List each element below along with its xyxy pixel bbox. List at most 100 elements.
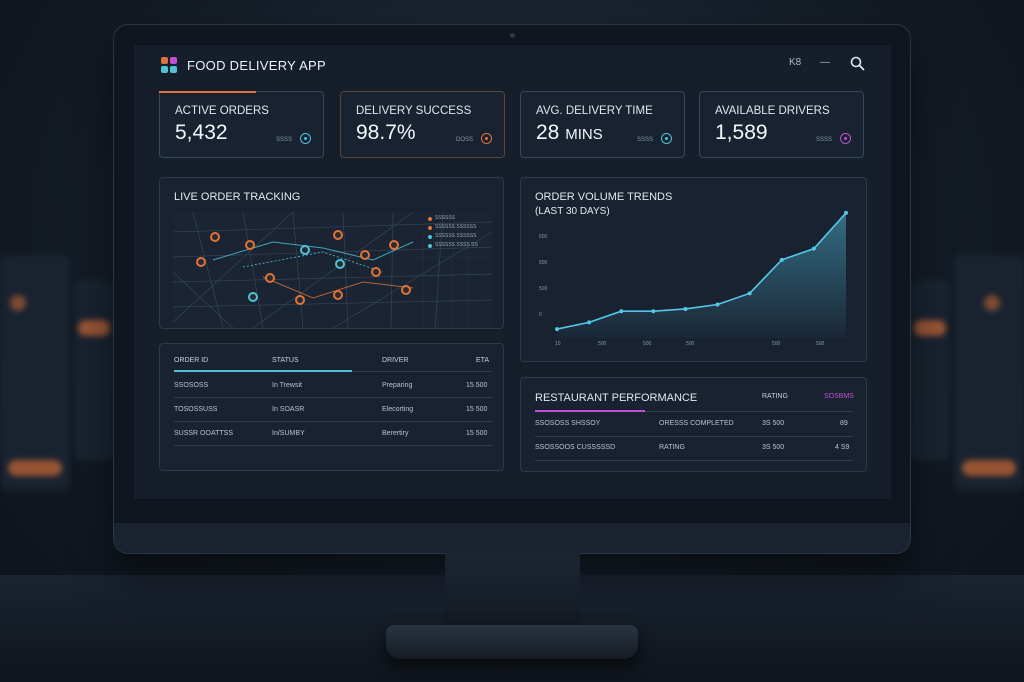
chart-data-point[interactable] <box>844 210 848 215</box>
chart-data-point[interactable] <box>555 327 559 332</box>
header-underline-accent <box>174 370 352 372</box>
metric-card-delivery-success[interactable]: DELIVERY SUCCESS 98.7% OOSS <box>340 91 505 158</box>
background-panel-right-2 <box>910 280 950 460</box>
metric-tag: SSSS <box>275 137 292 143</box>
legend-dot <box>428 244 432 248</box>
x-tick-label: 10 <box>555 341 561 347</box>
metric-card-active-orders[interactable]: ACTIVE ORDERS 5,432 SSSS <box>159 91 324 158</box>
panel-title: LIVE ORDER TRACKING <box>174 191 301 203</box>
metric-value: 98.7% <box>356 121 416 144</box>
row-divider <box>174 421 492 422</box>
order-location-icon[interactable] <box>295 295 305 305</box>
chart-data-point[interactable] <box>683 306 688 311</box>
order-location-icon[interactable] <box>401 285 411 295</box>
metric-value-number: 28 <box>536 121 560 144</box>
chart-subtitle: (LAST 30 DAYS) <box>535 206 610 217</box>
chart-data-point[interactable] <box>651 309 656 314</box>
restaurant-performance-panel: RESTAURANT PERFORMANCE RATING SOSBMS SSO… <box>520 377 867 472</box>
order-location-icon[interactable] <box>360 250 370 260</box>
row-divider <box>174 445 492 446</box>
column-header-sosbms[interactable]: SOSBMS <box>824 393 854 400</box>
background-panel-left <box>0 255 70 490</box>
metric-tag: OOSS <box>455 137 473 143</box>
monitor-chin <box>114 523 910 553</box>
table-cell: SUSSR OOATTSS <box>174 430 233 437</box>
chart-data-point[interactable] <box>619 309 624 314</box>
order-volume-chart[interactable]: 500 500 500 0 10 500 500 500 500 500 <box>521 178 868 363</box>
chart-data-point[interactable] <box>587 320 592 325</box>
live-order-tracking-panel: LIVE ORDER TRACKING <box>159 177 504 329</box>
minimize-icon[interactable]: — <box>820 57 830 68</box>
y-tick-label: 500 <box>539 260 548 266</box>
table-cell: SSOSSOOS CUSSSSSD <box>535 444 616 451</box>
table-cell: In Trewsit <box>272 382 302 389</box>
status-indicator-icon <box>300 133 311 144</box>
x-tick-label: 500 <box>686 341 695 347</box>
order-location-icon[interactable] <box>371 267 381 277</box>
metric-card-available-drivers[interactable]: AVAILABLE DRIVERS 1,589 SSSS <box>699 91 864 158</box>
table-cell: 3S 500 <box>762 444 785 451</box>
order-location-icon[interactable] <box>333 230 343 240</box>
legend-label: SSSSSS SSSS SS <box>435 242 478 248</box>
order-location-icon[interactable] <box>335 259 345 269</box>
table-cell: Elecorting <box>382 406 414 413</box>
table-cell: In/SUMBY <box>272 430 305 437</box>
column-header-eta[interactable]: ETA <box>476 357 490 364</box>
order-location-icon[interactable] <box>196 257 206 267</box>
table-cell: TOSOSSUSS <box>174 406 218 413</box>
app-logo-icon <box>161 57 177 73</box>
row-divider <box>535 460 853 461</box>
metric-card-avg-delivery-time[interactable]: AVG. DELIVERY TIME 28 MINS SSSS <box>520 91 685 158</box>
table-cell: 15 500 <box>466 430 488 437</box>
table-cell: 4 S9 <box>835 444 850 451</box>
metric-tag: SSSS <box>636 137 653 143</box>
orders-table-panel: ORDER ID STATUS DRIVER ETA SSOSOSS In Tr… <box>159 343 504 471</box>
chart-area-fill <box>557 212 846 338</box>
chart-data-point[interactable] <box>715 302 720 307</box>
column-header-rating[interactable]: RATING <box>762 393 788 400</box>
search-icon[interactable] <box>850 56 865 76</box>
table-cell: In SOASR <box>272 406 305 413</box>
column-header-driver[interactable]: DRIVER <box>382 357 409 364</box>
row-divider <box>535 436 853 437</box>
dashboard-screen: FOOD DELIVERY APP K8 — ACTIVE ORDERS 5,4… <box>134 45 891 499</box>
column-header-order-id[interactable]: ORDER ID <box>174 357 209 364</box>
table-cell: Preparing <box>382 382 413 389</box>
column-header-status[interactable]: STATUS <box>272 357 299 364</box>
legend-label: SSSSSS SSSSSS <box>435 224 477 230</box>
y-tick-label: 500 <box>539 286 548 292</box>
order-location-icon[interactable] <box>265 273 275 283</box>
table-cell: 89 <box>840 420 848 427</box>
webcam <box>510 33 515 38</box>
table-cell: SSOSOSS SHSSOY <box>535 420 601 427</box>
order-location-icon[interactable] <box>248 292 258 302</box>
metric-tag: SSSS <box>815 137 832 143</box>
monitor-stand-neck <box>445 553 580 631</box>
chart-data-point[interactable] <box>747 291 752 296</box>
metric-value: 28 MINS <box>536 121 603 145</box>
table-cell: RATING <box>659 444 685 451</box>
tracking-map[interactable] <box>172 211 493 329</box>
x-tick-label: 500 <box>598 341 607 347</box>
table-cell: 15.500 <box>466 382 488 389</box>
chart-data-point[interactable] <box>779 257 784 262</box>
chart-data-point[interactable] <box>811 246 816 251</box>
legend-dot <box>428 235 432 239</box>
monitor-stand-base <box>386 625 638 659</box>
x-tick-label: 500 <box>772 341 781 347</box>
title-underline-accent <box>535 410 645 412</box>
card-accent-bar <box>159 91 256 93</box>
metric-label: ACTIVE ORDERS <box>175 105 269 117</box>
order-location-icon[interactable] <box>300 245 310 255</box>
chart-series-line <box>556 212 847 330</box>
y-tick-label: 500 <box>539 234 548 240</box>
order-location-icon[interactable] <box>333 290 343 300</box>
order-volume-trends-panel: ORDER VOLUME TRENDS (LAST 30 DAYS) 500 50… <box>520 177 867 362</box>
order-location-icon[interactable] <box>389 240 399 250</box>
grid-menu-icon[interactable]: K8 <box>789 57 802 68</box>
legend-label: SSSSSS <box>435 215 456 221</box>
x-tick-label: 500 <box>643 341 652 347</box>
order-location-icon[interactable] <box>210 232 220 242</box>
status-indicator-icon <box>840 133 851 144</box>
order-location-icon[interactable] <box>245 240 255 250</box>
